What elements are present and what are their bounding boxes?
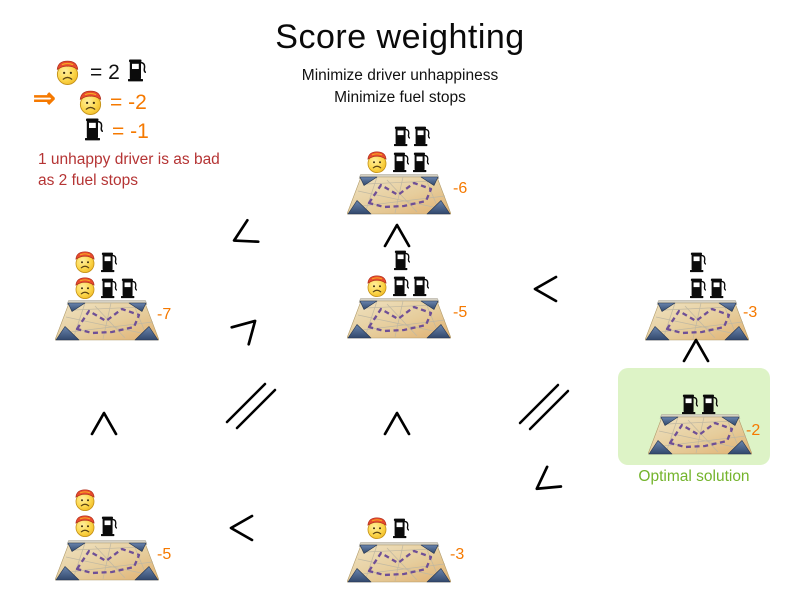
subtitle-line-1: Minimize driver unhappiness xyxy=(301,67,499,84)
unhappy-driver-icon xyxy=(77,88,104,116)
legend-note: 1 unhappy driver is as bad as 2 fuel sto… xyxy=(38,149,220,191)
less-than-symbol xyxy=(381,220,413,250)
penalty-icon-row xyxy=(73,512,117,538)
less-than-symbol xyxy=(381,408,413,438)
subtitle: Minimize driver unhappiness Minimize fue… xyxy=(0,65,800,109)
penalty-icons-bottom-left xyxy=(73,486,117,538)
fuel-stop-icon xyxy=(702,393,718,415)
less-than-symbol xyxy=(680,335,712,365)
unhappy-driver-icon xyxy=(73,249,97,274)
penalty-icons-center-middle xyxy=(365,246,429,298)
route-map-right-middle xyxy=(645,298,749,344)
route-map-bottom-center xyxy=(347,540,451,586)
score-label-top-center: -6 xyxy=(453,180,468,197)
route-map-bottom-left xyxy=(55,538,159,584)
fuel-stop-icon xyxy=(394,249,410,271)
penalty-icon-row xyxy=(73,274,137,300)
equals-symbol xyxy=(517,381,571,433)
penalty-icon-row xyxy=(73,248,137,274)
legend-fuel-penalty: = -1 xyxy=(112,120,149,143)
less-than-symbol xyxy=(530,273,560,305)
unhappy-driver-icon xyxy=(365,149,389,174)
penalty-icons-bottom-center xyxy=(365,514,409,540)
fuel-stop-icon xyxy=(393,517,409,539)
penalty-icons-right-middle xyxy=(690,248,726,300)
fuel-pump-icon xyxy=(128,58,146,82)
fuel-stop-icon xyxy=(101,515,117,537)
score-label-center-middle: -5 xyxy=(453,304,468,321)
legend-driver-penalty: = -2 xyxy=(110,91,147,114)
unhappy-driver-icon xyxy=(73,275,97,300)
fuel-stop-icon xyxy=(414,125,430,147)
route-map-optimal xyxy=(648,412,752,458)
fuel-stop-icon xyxy=(393,275,409,297)
penalty-icon-row xyxy=(690,248,726,274)
route-map-center-middle xyxy=(347,296,451,342)
less-than-symbol xyxy=(226,512,256,544)
equals-symbol xyxy=(224,380,278,432)
legend-note-line-2: as 2 fuel stops xyxy=(38,172,138,189)
fuel-stop-icon xyxy=(413,151,429,173)
unhappy-driver-icon xyxy=(54,58,81,86)
fuel-stop-icon xyxy=(710,277,726,299)
fuel-stop-icon xyxy=(394,125,410,147)
penalty-icons-left-middle xyxy=(73,248,137,300)
penalty-icon-row xyxy=(365,148,430,174)
fuel-stop-icon xyxy=(413,275,429,297)
score-label-bottom-center: -3 xyxy=(450,546,465,563)
penalty-icon-row xyxy=(690,274,726,300)
fuel-pump-icon xyxy=(85,117,103,141)
fuel-stop-icon xyxy=(101,251,117,273)
route-map-left-middle xyxy=(55,298,159,344)
fuel-stop-icon xyxy=(393,151,409,173)
penalty-icon-row xyxy=(365,514,409,540)
fuel-stop-icon xyxy=(690,251,706,273)
subtitle-line-2: Minimize fuel stops xyxy=(334,89,466,106)
unhappy-driver-icon xyxy=(73,487,97,512)
fuel-stop-icon xyxy=(690,277,706,299)
penalty-icons-top-center xyxy=(365,122,430,174)
unhappy-driver-icon xyxy=(73,513,97,538)
penalty-icons-optimal xyxy=(682,390,718,416)
unhappy-driver-icon xyxy=(365,515,389,540)
fuel-stop-icon xyxy=(682,393,698,415)
optimal-solution-label: Optimal solution xyxy=(638,468,750,485)
less-than-symbol xyxy=(524,461,567,504)
less-than-symbol xyxy=(88,408,120,438)
legend-note-line-1: 1 unhappy driver is as bad xyxy=(38,151,220,168)
fuel-stop-icon xyxy=(101,277,117,299)
penalty-icon-row xyxy=(365,272,429,298)
score-label-left-middle: -7 xyxy=(157,306,172,323)
route-map-top-center xyxy=(347,172,451,218)
penalty-icon-row xyxy=(682,390,718,416)
less-than-symbol xyxy=(222,215,263,257)
penalty-icon-row xyxy=(365,246,429,272)
penalty-icon-row xyxy=(73,486,117,512)
score-label-bottom-left: -5 xyxy=(157,546,172,563)
fuel-stop-icon xyxy=(121,277,137,299)
unhappy-driver-icon xyxy=(365,273,389,298)
penalty-icon-row xyxy=(365,122,430,148)
score-label-optimal: -2 xyxy=(746,422,761,439)
less-than-symbol xyxy=(226,306,270,350)
legend-driver-equals: = 2 xyxy=(90,61,120,84)
page-title: Score weighting xyxy=(275,18,525,56)
score-label-right-middle: -3 xyxy=(743,304,758,321)
implies-arrow-icon: ⇒ xyxy=(33,83,56,113)
